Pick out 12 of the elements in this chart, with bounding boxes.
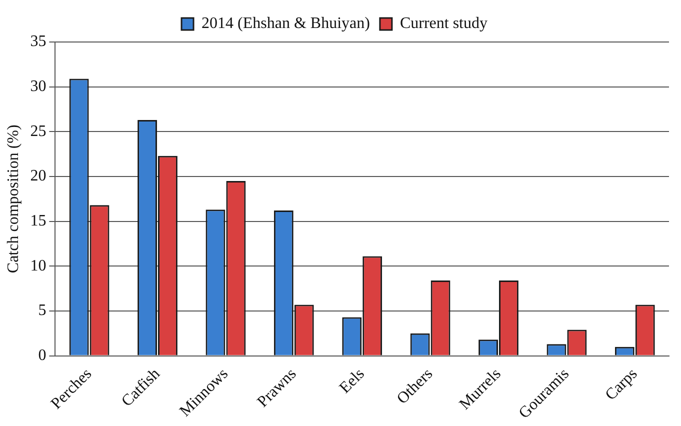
y-tick-label: 20 [30, 168, 46, 185]
y-tick-label: 25 [30, 122, 46, 140]
y-tick-label: 0 [38, 347, 46, 364]
y-tick-label: 30 [30, 78, 46, 96]
y-tick-label: 10 [30, 257, 46, 274]
legend-label: 2014 (Ehshan & Bhuiyan) [202, 15, 370, 32]
y-tick-label: 15 [30, 212, 46, 230]
y-tick-label: 5 [38, 302, 46, 320]
x-tick-label: Eels [336, 365, 368, 397]
y-tick-label: 35 [30, 33, 46, 50]
legend-label: Current study [400, 15, 488, 32]
y-axis-title: Catch composition (%) [4, 124, 22, 274]
